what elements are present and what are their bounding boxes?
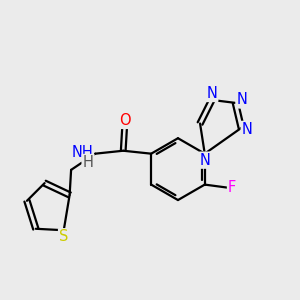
Text: O: O <box>119 113 130 128</box>
Text: N: N <box>200 153 211 168</box>
Text: H: H <box>82 155 94 170</box>
Text: N: N <box>206 86 217 101</box>
Text: S: S <box>59 229 68 244</box>
Text: F: F <box>228 180 236 195</box>
Text: N: N <box>242 122 253 137</box>
Text: N: N <box>236 92 247 107</box>
Text: NH: NH <box>71 145 93 160</box>
